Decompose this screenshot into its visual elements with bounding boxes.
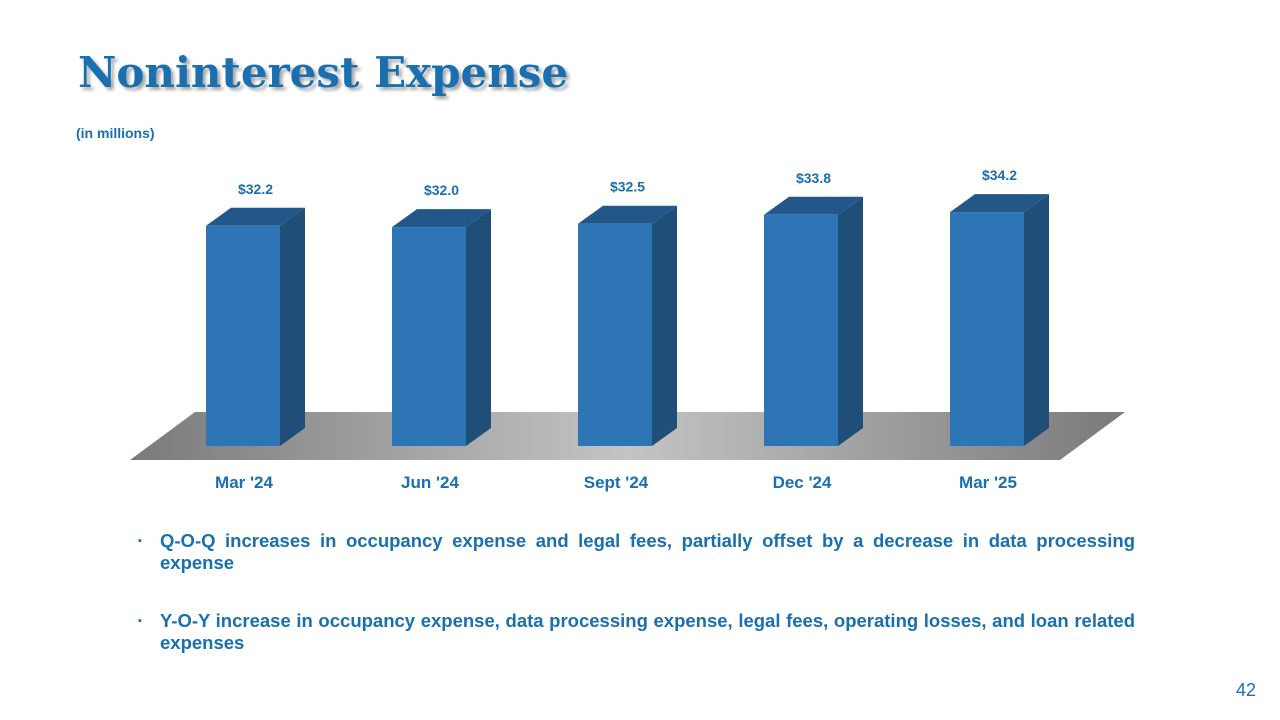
bullet-text: Q-O-Q increases in occupancy expense and… (160, 530, 1135, 573)
bar-side (466, 209, 491, 446)
page-title: Noninterest Expense (78, 48, 569, 97)
bar (392, 227, 466, 446)
data-label: $33.8 (796, 170, 831, 186)
bar-side (280, 207, 305, 446)
page-number: 42 (1235, 680, 1256, 700)
bullet-item: ▪ Y-O-Y increase in occupancy expense, da… (138, 610, 1135, 654)
data-label: $34.2 (982, 167, 1017, 183)
bar-side (838, 196, 863, 446)
x-tick-label: Jun '24 (401, 473, 459, 492)
units-subtitle: (in millions) (76, 125, 155, 141)
bar-top (764, 196, 863, 215)
bullet-item: ▪ Q-O-Q increases in occupancy expense an… (138, 530, 1135, 574)
bullet-marker: ▪ (138, 535, 142, 547)
bar-top (392, 209, 491, 228)
bar (578, 223, 652, 446)
x-tick-label: Sept '24 (584, 473, 649, 492)
data-label: $32.0 (424, 182, 459, 198)
data-label: $32.5 (610, 179, 645, 195)
x-tick-label: Mar '25 (959, 473, 1017, 492)
bar-top (578, 205, 677, 224)
x-tick-label: Mar '24 (215, 473, 273, 492)
bar-top (206, 207, 305, 226)
bar-top (950, 194, 1049, 213)
bar (206, 225, 280, 446)
x-tick-label: Dec '24 (773, 473, 832, 492)
bullet-list: ▪ Q-O-Q increases in occupancy expense an… (138, 530, 1135, 690)
bar (950, 212, 1024, 446)
bar-chart: $32.2 Mar '24 $32.0 Jun '24 $32.5 Sept '24 $33… (130, 167, 1125, 492)
bar-side (652, 205, 677, 446)
data-label: $32.2 (238, 181, 273, 197)
bar-side (1024, 194, 1049, 446)
bullet-text: Y-O-Y increase in occupancy expense, dat… (160, 610, 1135, 653)
bullet-marker: ▪ (138, 615, 142, 627)
bar (764, 214, 838, 446)
